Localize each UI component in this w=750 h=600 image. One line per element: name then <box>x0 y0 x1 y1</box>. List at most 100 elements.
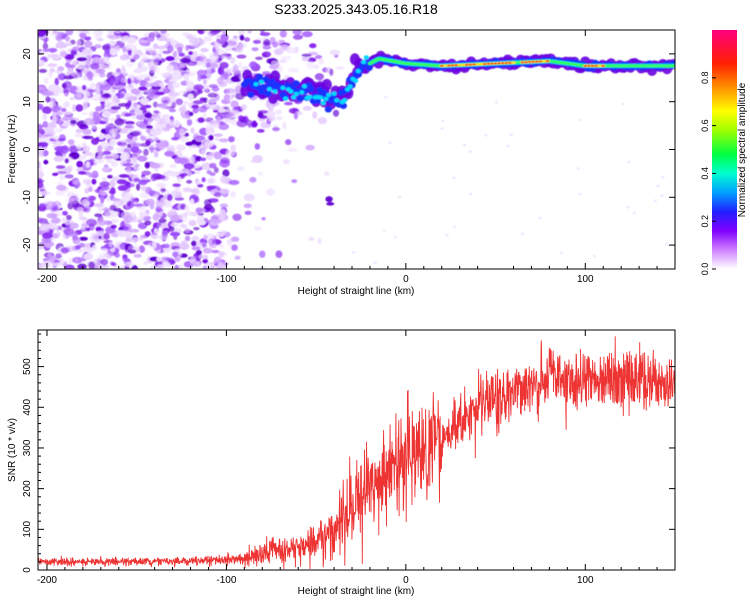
noise-blob <box>143 148 149 156</box>
noise-blob <box>38 170 44 179</box>
noise-blob <box>271 60 279 66</box>
noise-blob <box>52 135 60 141</box>
noise-blob <box>247 30 253 34</box>
spectrogram-image <box>38 30 675 269</box>
noise-blob <box>75 129 83 134</box>
noise-blob <box>101 167 112 172</box>
noise-blob <box>191 240 197 247</box>
noise-blob <box>76 144 82 150</box>
noise-blob <box>218 251 224 259</box>
noise-blob <box>50 219 62 224</box>
noise-blob <box>149 146 155 154</box>
noise-blob <box>208 265 220 269</box>
noise-blob <box>93 262 102 269</box>
noise-blob <box>45 95 51 103</box>
spectrogram-ytick-label: 0 <box>22 146 33 152</box>
noise-blob <box>99 185 110 191</box>
noise-blob <box>126 234 132 242</box>
noise-blob <box>114 118 125 126</box>
track-blue <box>296 95 304 102</box>
track-yellow <box>461 63 466 67</box>
noise-blob <box>200 157 207 162</box>
noise-blob <box>138 39 149 44</box>
noise-blob <box>83 96 90 104</box>
noise-blob <box>120 211 132 220</box>
noise-dot <box>660 194 664 197</box>
noise-blob <box>119 36 128 43</box>
noise-blob <box>42 232 53 239</box>
noise-blob <box>133 177 141 182</box>
noise-blob <box>55 253 62 259</box>
noise-blob <box>153 150 159 158</box>
noise-blob <box>335 66 345 70</box>
noise-blob <box>255 56 263 61</box>
noise-blob <box>252 120 257 128</box>
noise-dot <box>665 242 669 246</box>
noise-blob <box>247 123 253 129</box>
noise-blob <box>125 96 135 103</box>
track-cyan <box>355 68 361 74</box>
noise-dot <box>384 96 388 99</box>
noise-blob <box>188 37 198 45</box>
noise-blob <box>237 166 245 171</box>
track-blue <box>245 77 253 85</box>
noise-blob <box>209 162 217 169</box>
noise-blob <box>221 112 232 119</box>
noise-blob <box>222 169 230 177</box>
noise-blob <box>206 99 217 104</box>
noise-blob <box>279 30 287 38</box>
noise-blob <box>52 172 59 177</box>
noise-blob <box>132 155 137 163</box>
figure-title: S233.2025.343.05.16.R18 <box>274 1 438 17</box>
noise-blob <box>104 48 111 55</box>
noise-blob <box>61 107 67 113</box>
noise-blob <box>209 206 215 214</box>
noise-blob <box>149 265 155 269</box>
noise-blob <box>78 210 84 218</box>
noise-blob <box>221 117 232 123</box>
noise-blob <box>209 62 219 69</box>
noise-blob <box>58 134 66 142</box>
noise-blob <box>202 112 208 119</box>
noise-blob <box>96 64 108 70</box>
noise-blob <box>225 149 236 157</box>
noise-blob <box>126 201 132 206</box>
noise-blob <box>54 146 65 152</box>
noise-blob <box>67 67 73 72</box>
noise-blob <box>168 92 180 97</box>
track-yellow <box>479 62 484 66</box>
spectrogram-ytick-label: -20 <box>22 237 33 252</box>
noise-blob <box>243 203 252 209</box>
snr-frame <box>37 329 676 571</box>
track-cyan <box>291 95 297 100</box>
noise-blob <box>230 236 240 242</box>
noise-blob <box>95 68 106 74</box>
noise-blob <box>214 256 222 261</box>
noise-blob <box>144 89 152 94</box>
noise-dot <box>520 232 524 236</box>
noise-blob <box>181 240 187 247</box>
noise-blob <box>113 95 119 103</box>
noise-blob <box>182 215 188 223</box>
noise-blob <box>178 106 186 113</box>
noise-blob <box>285 139 292 146</box>
noise-dot <box>578 118 582 122</box>
noise-blob <box>156 257 163 262</box>
noise-blob <box>256 128 265 133</box>
noise-blob <box>133 162 142 171</box>
noise-blob <box>231 244 238 251</box>
track-red <box>583 64 587 67</box>
noise-blob <box>108 138 117 147</box>
noise-blob <box>195 135 206 141</box>
track-blue <box>320 89 328 96</box>
noise-blob <box>84 187 89 194</box>
noise-blob <box>318 58 325 65</box>
noise-blob <box>141 170 152 176</box>
track-cyan <box>288 89 294 94</box>
noise-blob <box>70 196 81 202</box>
noise-blob <box>197 219 207 226</box>
noise-blob <box>122 192 133 199</box>
noise-blob <box>178 157 188 164</box>
noise-blob <box>228 135 235 143</box>
noise-blob <box>313 64 320 70</box>
